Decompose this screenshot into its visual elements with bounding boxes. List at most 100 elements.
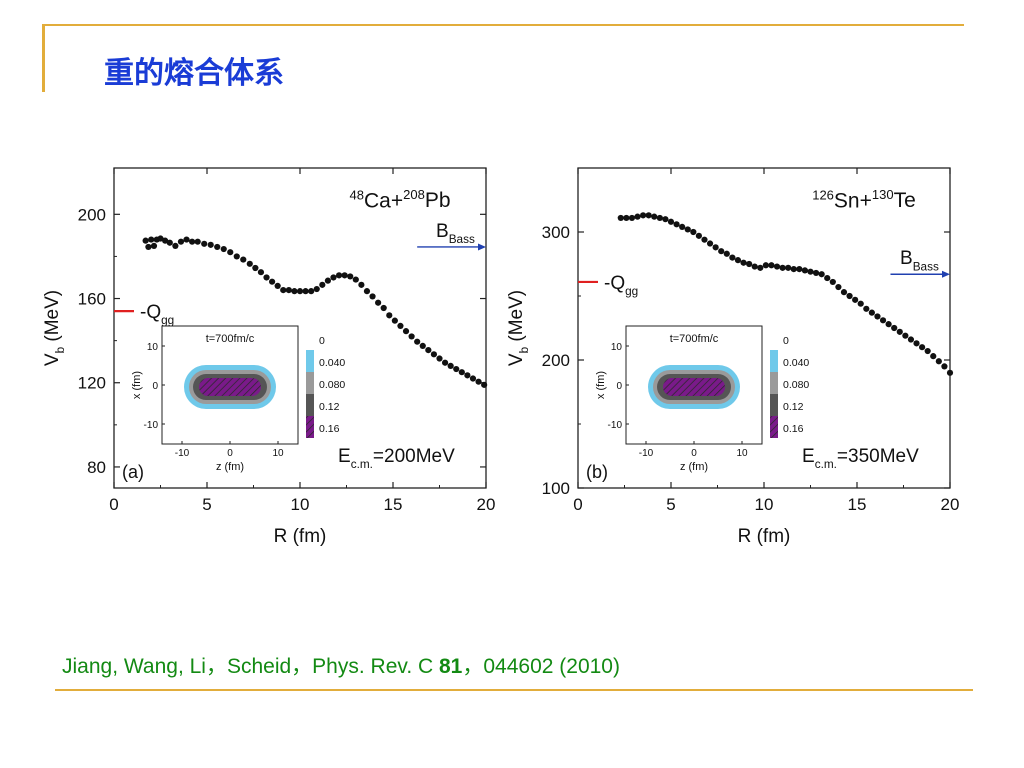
- chart-a-data-point: [330, 274, 337, 281]
- chart-a-colorbar-segment: [306, 394, 314, 416]
- chart-b-data-point: [835, 283, 842, 291]
- chart-b-ylabel-unit: (MeV): [506, 290, 527, 347]
- chart-a-xtick-label: 0: [109, 495, 118, 514]
- chart-b-data-point: [718, 248, 725, 255]
- chart-b-data-point: [902, 332, 909, 339]
- chart-a-series: [142, 235, 488, 388]
- chart-a-inset-ytick-label: 0: [152, 381, 158, 392]
- chart-a-data-point: [402, 328, 410, 335]
- chart-b-data-point: [840, 289, 848, 296]
- chart-a-element2: Pb: [425, 189, 451, 212]
- chart-b-inset-ytick-label: -10: [608, 420, 623, 431]
- chart-a-inset-xtick-label: 10: [272, 448, 284, 459]
- chart-b-colorbar-segment: [770, 394, 778, 416]
- chart-b-xtick-label: 5: [666, 495, 675, 514]
- chart-b-element1: Sn+: [834, 190, 872, 213]
- chart-a-data-point: [441, 359, 449, 366]
- chart-b-data-point: [879, 317, 887, 324]
- chart-b-data-point: [640, 212, 647, 219]
- chart-a-inset-xtick-label: -10: [175, 448, 190, 459]
- chart-a-ylabel-base: V: [42, 353, 63, 366]
- chart-a-data-point: [363, 288, 371, 295]
- chart-b-data-point: [941, 363, 948, 370]
- chart-b-data-point: [868, 309, 875, 316]
- chart-a-energy-label: Ec.m.=200MeV: [338, 446, 455, 471]
- chart-b-data-point: [829, 278, 836, 286]
- chart-a-energy-sub: c.m.: [351, 458, 373, 471]
- chart-a-data-point: [194, 238, 201, 245]
- slide-title: 重的熔合体系: [104, 56, 284, 91]
- chart-b-data-point: [796, 266, 803, 273]
- chart-a-bbass-arrowhead: [478, 243, 486, 251]
- chart-a-data-point: [391, 317, 398, 324]
- chart-b-data-point: [690, 228, 697, 236]
- chart-a-data-point: [380, 304, 387, 312]
- chart-b-data-point: [740, 259, 747, 266]
- chart-b-data-point: [924, 347, 931, 355]
- chart-b-data-point: [896, 328, 903, 335]
- chart-a-data-point: [319, 281, 326, 288]
- chart-b-series: [617, 212, 954, 376]
- chart-a-ytick-label: 80: [87, 458, 106, 477]
- chart-a-density-core: [199, 378, 261, 396]
- chart-b-xtick-label: 0: [573, 495, 582, 514]
- chart-a-data-point: [464, 372, 471, 379]
- chart-a-data-point: [369, 293, 376, 300]
- chart-b-data-point: [852, 296, 859, 303]
- chart-b-data-point: [684, 226, 691, 233]
- chart-a-data-point: [220, 245, 227, 253]
- chart-b-data-point: [706, 240, 714, 247]
- chart-a-ytick-label: 120: [78, 374, 106, 393]
- chart-a-xtick-label: 20: [477, 495, 496, 514]
- chart-a-qgg-base: -Q: [140, 302, 161, 323]
- chart-b-data-point: [768, 262, 775, 269]
- chart-a-data-point: [148, 236, 155, 243]
- chart-b-data-point: [824, 274, 831, 282]
- chart-b-colorbar-segment: [770, 416, 778, 438]
- chart-a-data-point: [142, 237, 149, 244]
- chart-a-data-point: [233, 253, 240, 260]
- chart-b-data-point: [673, 221, 680, 228]
- chart-a-data-point: [207, 241, 214, 248]
- chart-b-data-point: [946, 369, 954, 376]
- chart-a-data-point: [263, 274, 270, 281]
- chart-b-data-point: [662, 216, 669, 223]
- chart-a-data-point: [269, 278, 276, 285]
- chart-a-data-point: [425, 347, 432, 354]
- chart-a-data-point: [214, 243, 221, 251]
- chart-b-y-axis-label: Vb (MeV): [506, 290, 531, 366]
- chart-b-ytick-label: 100: [542, 479, 570, 498]
- chart-a-data-point: [274, 282, 281, 289]
- chart-a-colorbar-segment: [306, 350, 314, 372]
- chart-a-data-point: [246, 260, 253, 267]
- chart-b-data-point: [712, 244, 719, 251]
- chart-b-data-point: [846, 292, 853, 300]
- chart-b-data-point: [874, 313, 881, 320]
- chart-b-energy-sub: c.m.: [815, 458, 837, 471]
- chart-b-bbass-sub: Bass: [913, 260, 939, 273]
- chart-a-data-point: [436, 355, 443, 362]
- chart-a-energy-value: =200MeV: [373, 446, 455, 467]
- chart-b-colorbar-label: 0: [783, 335, 789, 347]
- chart-b-data-point: [790, 266, 797, 273]
- chart-a-inset-xtick-label: 0: [227, 448, 233, 459]
- chart-a-bbass-label: BBass: [436, 221, 475, 246]
- chart-a-panel-label: (a): [122, 462, 144, 482]
- chart-b-data-point: [656, 214, 663, 222]
- chart-b-data-point: [679, 223, 686, 230]
- chart-a-colorbar-label: 0.040: [319, 357, 345, 369]
- chart-a-inset-title: t=700fm/c: [206, 333, 255, 345]
- chart-b-data-point: [734, 257, 742, 264]
- chart-b-data-point: [667, 218, 675, 225]
- chart-a-data-point: [252, 264, 259, 272]
- chart-a-qgg-sub: gg: [161, 314, 174, 327]
- chart-a-data-point: [162, 237, 169, 244]
- chart-a-bbass-sub: Bass: [449, 233, 475, 246]
- chart-b-data-point: [891, 324, 898, 332]
- citation-text: Jiang, Wang, Li，Scheid，Phys. Rev. C: [62, 655, 439, 678]
- chart-b-data-point: [757, 264, 764, 271]
- chart-b-data-point: [807, 268, 814, 275]
- chart-a-data-point: [475, 378, 482, 385]
- chart-a-data-point: [177, 238, 185, 245]
